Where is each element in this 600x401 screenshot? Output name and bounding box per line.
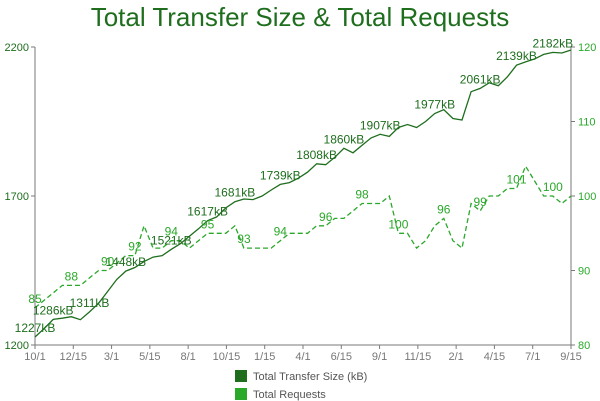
- legend-item-transfer-size: Total Transfer Size (kB): [235, 370, 367, 383]
- x-tick-label: 4/15: [484, 351, 505, 363]
- data-label-transfer-size: 1739kB: [260, 168, 301, 182]
- data-label-total-requests: 94: [274, 225, 288, 239]
- data-label-transfer-size: 1860kB: [324, 132, 365, 146]
- right-tick-label: 100: [578, 191, 596, 203]
- x-tick-label: 10/1: [24, 351, 45, 363]
- legend-swatch-total-requests: [235, 388, 247, 400]
- data-label-transfer-size: 1977kB: [414, 97, 455, 111]
- data-label-total-requests: 98: [355, 187, 369, 201]
- data-label-total-requests: 95: [201, 217, 215, 231]
- data-label-transfer-size: 1617kB: [187, 205, 228, 219]
- data-label-transfer-size: 2139kB: [496, 49, 537, 63]
- series-line-total-requests: [34, 164, 572, 309]
- data-label-total-requests: 90: [101, 255, 115, 269]
- data-label-transfer-size: 1907kB: [360, 118, 401, 132]
- series-line-transfer-size: [34, 49, 572, 338]
- x-tick-label: 10/15: [213, 351, 241, 363]
- x-tick-label: 9/15: [560, 351, 581, 363]
- data-label-transfer-size: 1521kB: [151, 233, 192, 247]
- data-label-total-requests: 92: [128, 240, 142, 254]
- x-tick-label: 2/1: [448, 351, 463, 363]
- left-tick-label: 1200: [5, 340, 29, 352]
- data-label-transfer-size: 1808kB: [296, 148, 337, 162]
- left-tick-label: 1700: [5, 191, 29, 203]
- right-tick-label: 110: [578, 117, 596, 129]
- x-tick-label: 3/1: [104, 351, 119, 363]
- right-tick-label: 90: [578, 266, 590, 278]
- legend-label-total-requests: Total Requests: [253, 389, 326, 401]
- x-tick-label: 7/1: [525, 351, 540, 363]
- data-label-total-requests: 94: [165, 225, 179, 239]
- x-tick-label: 11/15: [404, 351, 431, 363]
- data-label-transfer-size: 1286kB: [33, 303, 74, 317]
- data-label-transfer-size: 2182kB: [532, 36, 573, 50]
- legend-label-transfer-size: Total Transfer Size (kB): [253, 371, 368, 383]
- data-label-transfer-size: 1311kB: [70, 296, 110, 310]
- legend-item-total-requests: Total Requests: [235, 388, 326, 401]
- x-tick-label: 1/15: [254, 351, 275, 363]
- right-tick-label: 120: [578, 42, 596, 54]
- data-label-total-requests: 96: [319, 210, 333, 224]
- data-label-total-requests: 99: [473, 195, 487, 209]
- chart-title: Total Transfer Size & Total Requests: [90, 2, 510, 32]
- data-label-total-requests: 96: [437, 202, 451, 216]
- data-label-transfer-size: 1681kB: [215, 186, 256, 200]
- x-tick-label: 6/15: [331, 351, 352, 363]
- data-label-transfer-size: 1227kB: [15, 321, 56, 335]
- left-tick-label: 2200: [5, 42, 29, 54]
- data-label-total-requests: 100: [543, 180, 563, 194]
- legend-swatch-transfer-size: [235, 370, 247, 382]
- x-tick-label: 9/1: [372, 351, 387, 363]
- data-label-transfer-size: 2061kB: [460, 72, 501, 86]
- data-label-total-requests: 93: [237, 232, 251, 246]
- data-label-total-requests: 101: [506, 173, 526, 187]
- x-tick-label: 5/15: [139, 351, 160, 363]
- x-tick-label: 12/15: [60, 351, 88, 363]
- x-tick-label: 8/1: [180, 351, 195, 363]
- right-tick-label: 80: [578, 340, 590, 352]
- x-tick-label: 4/1: [295, 351, 310, 363]
- data-label-transfer-size: 1448kB: [105, 255, 146, 269]
- data-label-total-requests: 100: [388, 217, 408, 231]
- data-label-total-requests: 88: [65, 269, 79, 283]
- data-label-total-requests: 85: [28, 292, 42, 306]
